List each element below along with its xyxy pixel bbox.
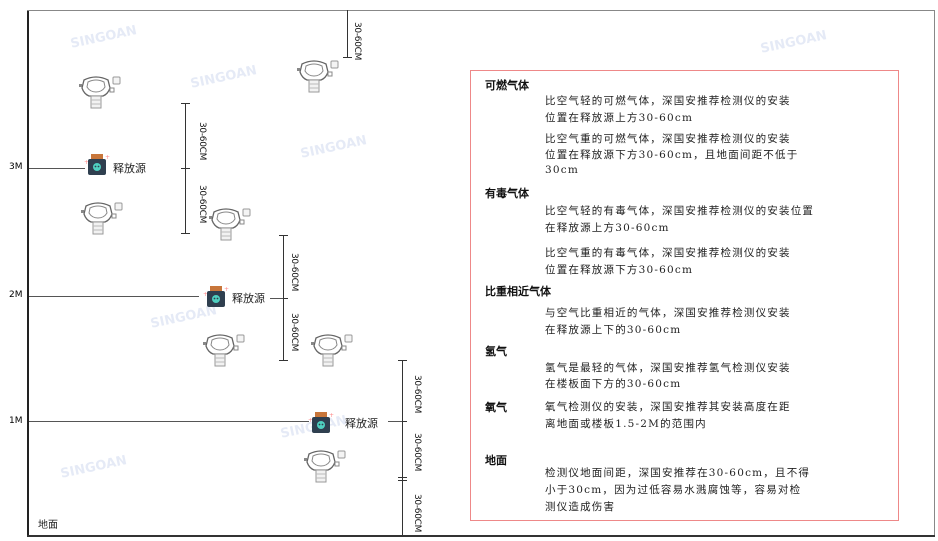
note-line: 在楼板面下方的30-60cm	[545, 378, 682, 390]
heading-toxic: 有毒气体	[485, 187, 529, 200]
level-3m: 3M	[9, 162, 23, 172]
gas-detector-icon	[296, 58, 340, 98]
wall-line	[27, 10, 29, 537]
svg-text:+: +	[105, 154, 110, 161]
right-wall-line	[934, 10, 935, 537]
note-line: 位置在释放源下方30-60cm	[545, 264, 694, 276]
heading-ground: 地面	[485, 454, 507, 467]
watermark: SINGOAN	[69, 23, 139, 52]
gas-detector-icon	[202, 332, 246, 372]
dimension-line	[402, 360, 403, 537]
gas-detector-icon	[78, 74, 122, 114]
level-line	[29, 296, 199, 297]
dimension-label: 30-60CM	[197, 185, 207, 224]
note-line: 比空气轻的可燃气体，深国安推荐检测仪的安装	[545, 95, 791, 107]
dimension-label: 30-60CM	[352, 22, 362, 61]
dimension-label: 30-60CM	[412, 494, 422, 533]
note-line: 位置在释放源下方30-60cm，且地面间距不低于	[545, 149, 799, 161]
watermark: SINGOAN	[299, 133, 369, 162]
gas-detector-icon	[80, 200, 124, 240]
svg-text:+: +	[224, 286, 229, 293]
heading-hydrogen: 氢气	[485, 345, 507, 358]
dimension-label: 30-60CM	[412, 375, 422, 414]
gas-detector-icon	[208, 206, 252, 246]
dimension-line	[283, 235, 284, 360]
note-line: 比空气轻的有毒气体，深国安推荐检测仪的安装位置	[545, 205, 815, 217]
watermark: SINGOAN	[59, 453, 129, 482]
ceiling-line	[27, 10, 935, 11]
dimension-line	[347, 10, 348, 57]
note-line: 与空气比重相近的气体，深国安推荐检测仪安装	[545, 307, 791, 319]
level-line	[29, 421, 309, 422]
heading-similar: 比重相近气体	[485, 285, 551, 298]
release-source: + +	[203, 284, 229, 314]
note-line: 小于30cm，因为过低容易水溅腐蚀等，容易对检	[545, 484, 802, 496]
watermark: SINGOAN	[189, 63, 259, 92]
release-source-label: 释放源	[345, 417, 378, 430]
svg-text:+: +	[84, 159, 89, 166]
release-source: + +	[308, 410, 334, 440]
release-source-label: 释放源	[113, 162, 146, 175]
floor-line	[27, 535, 935, 537]
note-line: 位置在释放源上方30-60cm	[545, 112, 694, 124]
dimension-label: 30-60CM	[289, 313, 299, 352]
note-line: 在释放源上下的30-60cm	[545, 324, 682, 336]
level-1m: 1M	[9, 416, 23, 426]
notes-box	[470, 70, 899, 521]
dimension-label: 30-60CM	[289, 253, 299, 292]
note-line: 测仪造成伤害	[545, 501, 616, 513]
dimension-label: 30-60CM	[412, 433, 422, 472]
ground-label: 地面	[38, 520, 58, 531]
note-line: 在释放源上方30-60cm	[545, 222, 670, 234]
watermark: SINGOAN	[759, 28, 829, 57]
release-source-label: 释放源	[232, 292, 265, 305]
heading-oxygen: 氧气	[485, 401, 507, 414]
note-line: 氢气是最轻的气体，深国安推荐氢气检测仪安装	[545, 362, 791, 374]
level-2m: 2M	[9, 290, 23, 300]
note-line: 30cm	[545, 164, 579, 176]
gas-detector-icon	[310, 332, 354, 372]
note-line: 检测仪地面间距，深国安推荐在30-60cm，且不得	[545, 467, 811, 479]
svg-text:+: +	[308, 417, 313, 424]
svg-text:+: +	[329, 412, 334, 419]
heading-flammable: 可燃气体	[485, 79, 529, 92]
svg-text:+: +	[203, 291, 208, 298]
gas-detector-icon	[303, 448, 347, 488]
level-line	[29, 168, 85, 169]
note-line: 离地面或楼板1.5-2M的范围内	[545, 418, 707, 430]
note-line: 比空气重的有毒气体，深国安推荐检测仪的安装	[545, 247, 791, 259]
dimension-label: 30-60CM	[197, 122, 207, 161]
note-line: 比空气重的可燃气体，深国安推荐检测仪的安装	[545, 133, 791, 145]
release-source: + +	[84, 152, 110, 182]
note-line: 氧气检测仪的安装，深国安推荐其安装高度在距	[545, 401, 791, 413]
